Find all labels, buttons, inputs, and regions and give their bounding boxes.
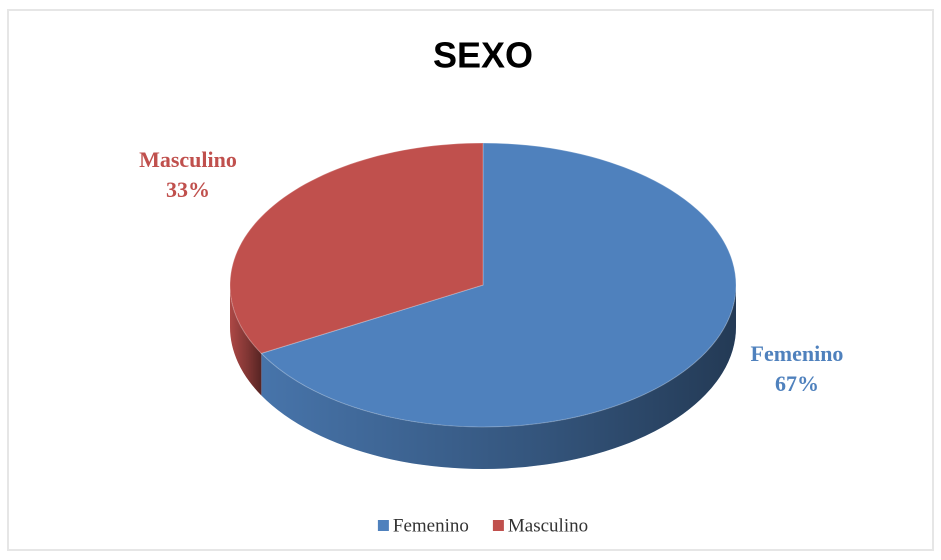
legend-swatch: [377, 520, 389, 531]
slice: [229, 142, 484, 354]
slice: [260, 142, 737, 428]
data-label-value: 33%: [166, 177, 210, 202]
legend-label: Femenino: [393, 515, 469, 536]
data-label-name: Masculino: [139, 147, 237, 172]
slice-side-shade: [230, 285, 262, 396]
legend-swatch: [492, 520, 504, 531]
legend: Femenino Masculino: [377, 515, 588, 536]
data-label-name: Femenino: [751, 341, 844, 366]
data-label-value: 67%: [775, 371, 819, 396]
legend-label: Masculino: [508, 515, 588, 536]
chart-title: SEXO: [433, 35, 533, 76]
slice-side-shade: [261, 285, 736, 469]
